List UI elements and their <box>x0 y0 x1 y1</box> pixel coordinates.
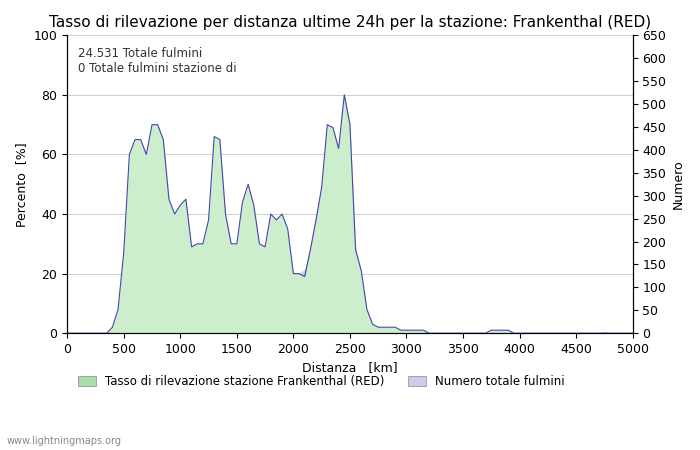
Y-axis label: Percento  [%]: Percento [%] <box>15 142 28 226</box>
X-axis label: Distanza   [km]: Distanza [km] <box>302 361 398 374</box>
Text: 24.531 Totale fulmini
0 Totale fulmini stazione di: 24.531 Totale fulmini 0 Totale fulmini s… <box>78 47 237 75</box>
Text: www.lightningmaps.org: www.lightningmaps.org <box>7 436 122 446</box>
Y-axis label: Numero: Numero <box>672 159 685 209</box>
Title: Tasso di rilevazione per distanza ultime 24h per la stazione: Frankenthal (RED): Tasso di rilevazione per distanza ultime… <box>49 15 651 30</box>
Legend: Tasso di rilevazione stazione Frankenthal (RED), Numero totale fulmini: Tasso di rilevazione stazione Frankentha… <box>74 370 570 393</box>
